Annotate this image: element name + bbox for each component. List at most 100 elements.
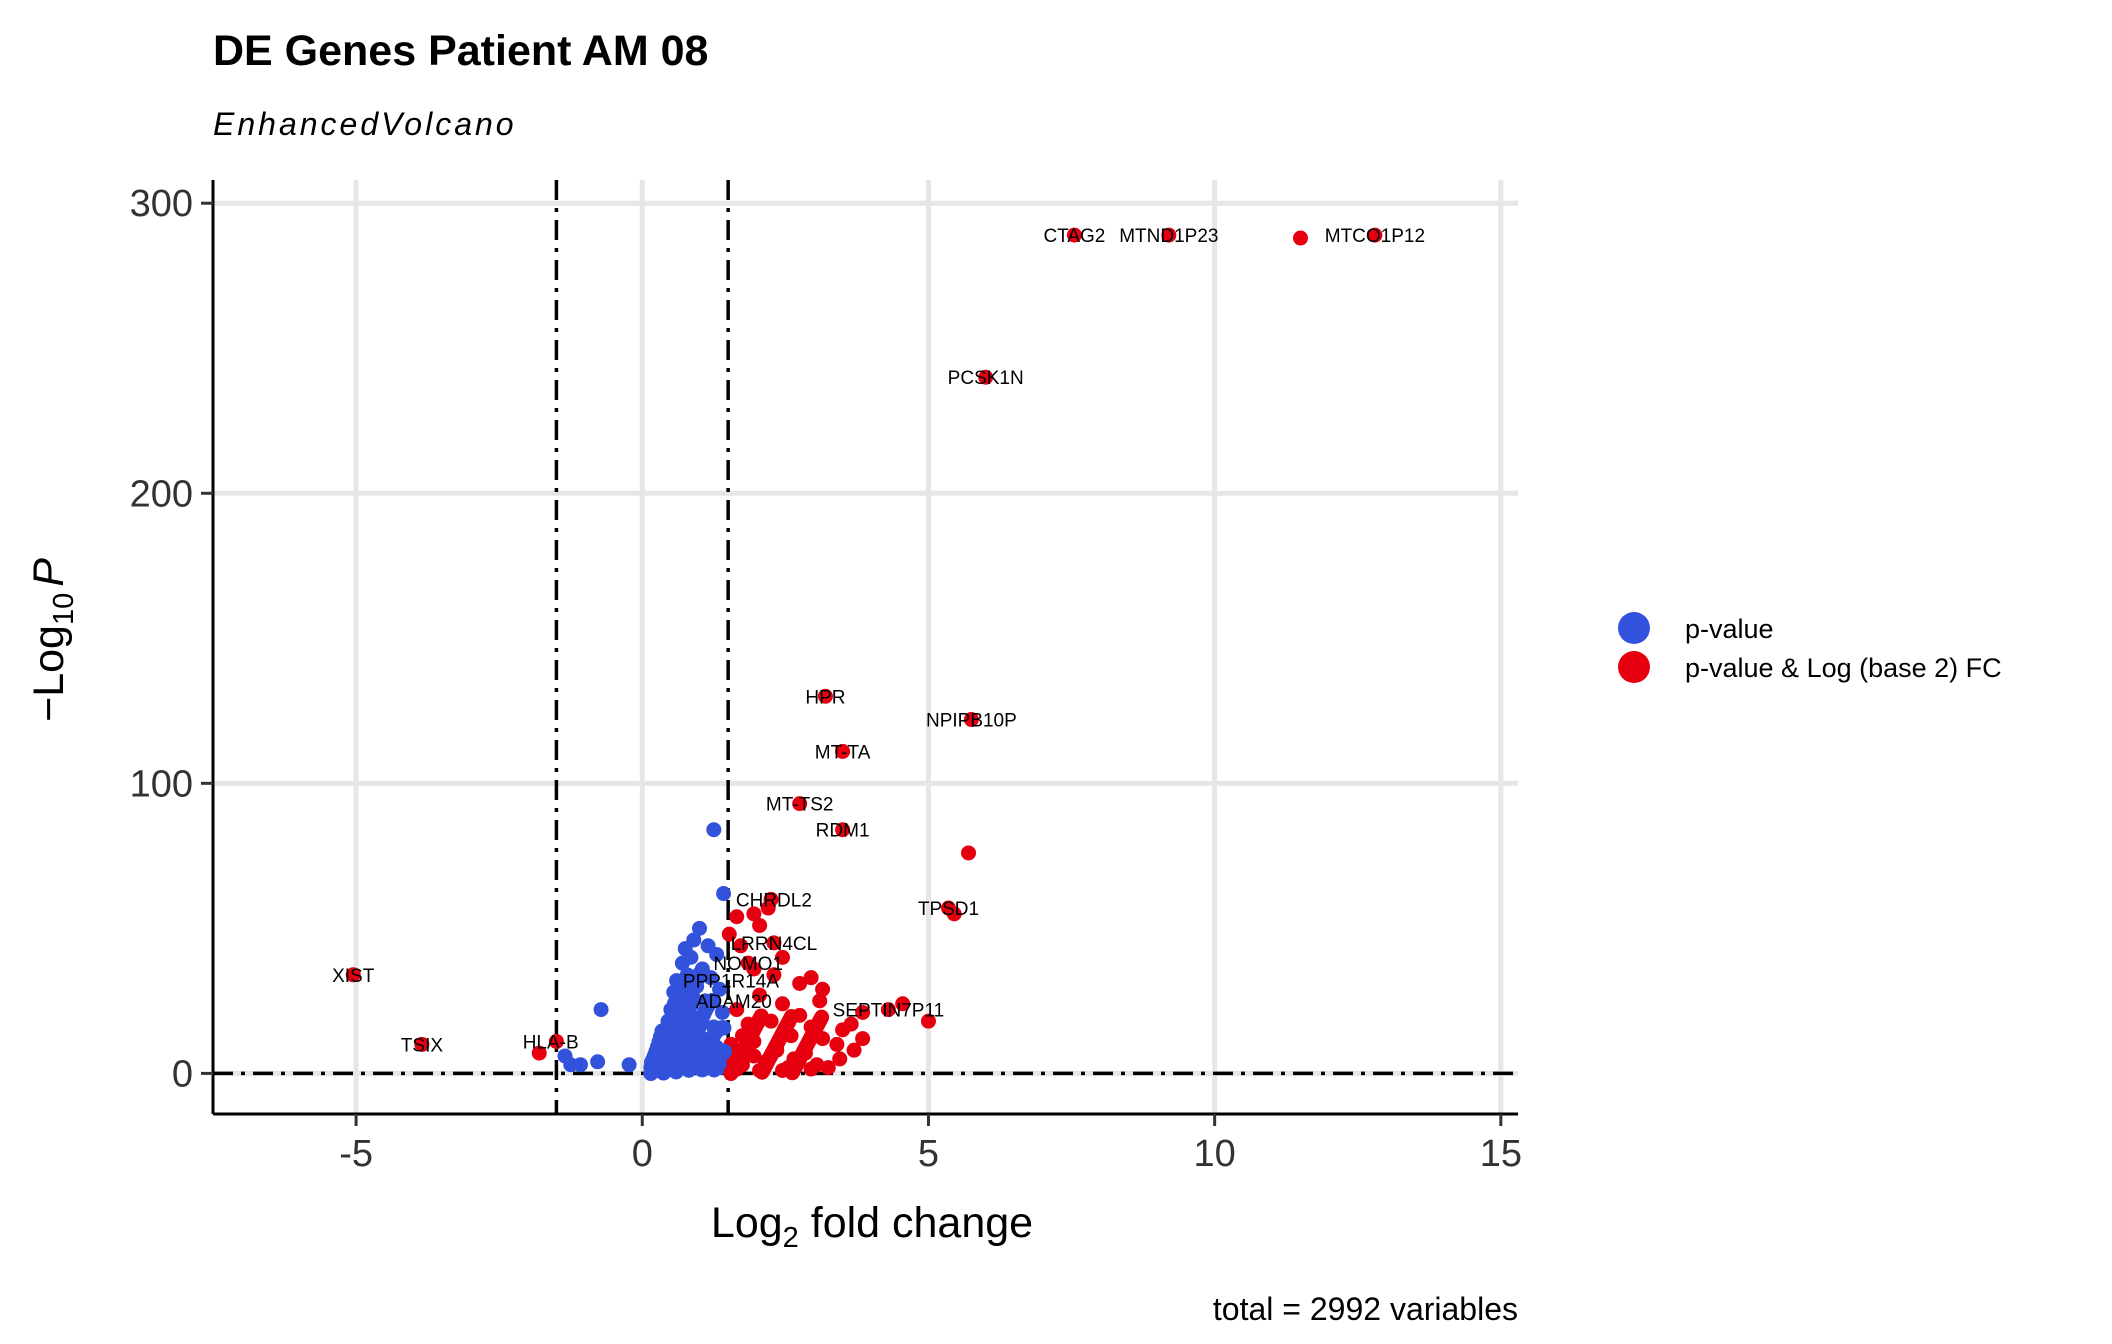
point-1-22 (775, 949, 791, 965)
gene-label-1: MTND1P23 (1119, 226, 1218, 247)
point-1-0 (1066, 227, 1082, 243)
point-1-43 (729, 1002, 745, 1018)
x-tick-label-2: 5 (918, 1133, 939, 1175)
gene-label-15: SEPTIN7P11 (833, 1001, 945, 1022)
point-cloud-red (777, 1021, 793, 1037)
point-1-25 (803, 970, 819, 986)
point-cloud-red (804, 1028, 820, 1044)
point-1-12 (746, 906, 762, 922)
point-cloud (688, 1029, 704, 1045)
point-cloud-red (791, 1053, 807, 1069)
gene-label-4: HPR (805, 687, 845, 708)
point-cloud (670, 1059, 686, 1075)
point-1-3 (1367, 227, 1383, 243)
point-1-68 (548, 1033, 564, 1049)
gene-label-18: HLA-B (523, 1032, 579, 1053)
point-1-6 (963, 712, 979, 728)
point-0-4 (686, 932, 702, 948)
point-1-7 (835, 743, 851, 759)
point-cloud (708, 1058, 724, 1074)
point-0-14 (712, 981, 728, 997)
y-tick-label-2: 200 (130, 473, 193, 515)
gene-label-9: CHRDL2 (736, 890, 812, 911)
point-cloud-red (814, 1009, 830, 1025)
gene-label-6: MT-TA (815, 742, 871, 763)
point-cloud (705, 993, 721, 1009)
point-1-1 (1161, 227, 1177, 243)
point-0-7 (683, 949, 699, 965)
gene-label-5: NPIPB10P (926, 711, 1017, 732)
legend-label-pvalue-fc: p-value & Log (base 2) FC (1685, 653, 2002, 683)
x-tick-label-3: 10 (1194, 1133, 1236, 1175)
point-cloud-red (764, 1045, 780, 1061)
point-cloud (683, 997, 699, 1013)
point-1-23 (746, 961, 762, 977)
point-cloud (677, 1029, 693, 1045)
point-1-35 (835, 1022, 851, 1038)
cutoff-lines (213, 180, 1518, 1114)
chart-subtitle: EnhancedVolcano (213, 106, 517, 142)
gene-label-13: PPP1R14A (683, 972, 779, 993)
legend-label-pvalue: p-value (1685, 614, 1774, 644)
point-1-37 (829, 1036, 845, 1052)
point-0-0 (706, 822, 722, 838)
point-cloud (656, 1065, 672, 1081)
point-1-19 (766, 935, 782, 951)
point-1-18 (940, 900, 956, 916)
legend-swatch-blue (1618, 612, 1650, 644)
gene-label-12: NOMO1 (713, 954, 783, 975)
point-1-28 (815, 981, 831, 997)
point-cloud (684, 1049, 700, 1065)
point-1-16 (752, 917, 768, 933)
point-1-4 (978, 369, 994, 385)
gene-label-3: PCSK1N (948, 368, 1024, 389)
point-1-31 (880, 1002, 896, 1018)
point-1-29 (920, 1013, 936, 1029)
point-0-2 (692, 920, 708, 936)
point-cloud-red (783, 1009, 799, 1025)
point-cloud (716, 1020, 732, 1036)
y-axis-title: −Log10P (25, 558, 80, 722)
point-1-5 (817, 688, 833, 704)
point-1-10 (961, 845, 977, 861)
x-axis-title: Log2 fold change (711, 1199, 1033, 1254)
point-1-26 (792, 975, 808, 991)
gene-label-0: CTAG2 (1043, 226, 1105, 247)
point-0-43 (621, 1057, 637, 1073)
data-points (345, 227, 1383, 1081)
gene-label-2: MTCO1P12 (1325, 226, 1425, 247)
point-cloud-red (739, 1036, 755, 1052)
gene-labels: CTAG2 MTND1P23 MTCO1P12 PCSK1N HPR NPIPB10P MT… (332, 226, 1425, 1056)
point-0-19 (714, 1004, 730, 1020)
point-1-66 (414, 1036, 430, 1052)
point-1-36 (846, 1042, 862, 1058)
point-1-51 (832, 1051, 848, 1067)
point-cloud (686, 980, 702, 996)
point-1-65 (345, 967, 361, 983)
point-cloud-red (725, 1062, 741, 1078)
point-1-32 (855, 1004, 871, 1020)
y-axis-ticks: 0 100 200 300 (130, 183, 213, 1095)
point-0-42 (593, 1002, 609, 1018)
point-1-42 (752, 987, 768, 1003)
point-cloud (644, 1064, 660, 1080)
point-1-60 (820, 1060, 836, 1076)
point-0-44 (590, 1054, 606, 1070)
point-1-59 (803, 1061, 819, 1077)
point-0-1 (716, 886, 732, 902)
gene-label-16: XIST (332, 966, 375, 987)
grid-lines (213, 180, 1518, 1114)
y-tick-label-1: 100 (130, 763, 193, 805)
point-0-8 (709, 946, 725, 962)
y-tick-label-3: 300 (130, 183, 193, 225)
point-cloud-red (751, 1011, 767, 1027)
axes (211, 180, 1518, 1116)
gene-label-17: TSIX (401, 1035, 444, 1056)
gene-label-11: LRRN4CL (731, 934, 818, 955)
gene-label-10: TPSD1 (918, 899, 979, 920)
point-1-2 (1293, 230, 1308, 246)
point-cloud (650, 1039, 666, 1055)
point-1-67 (531, 1045, 547, 1061)
chart-title: DE Genes Patient AM 08 (213, 27, 708, 75)
point-1-8 (792, 796, 808, 812)
